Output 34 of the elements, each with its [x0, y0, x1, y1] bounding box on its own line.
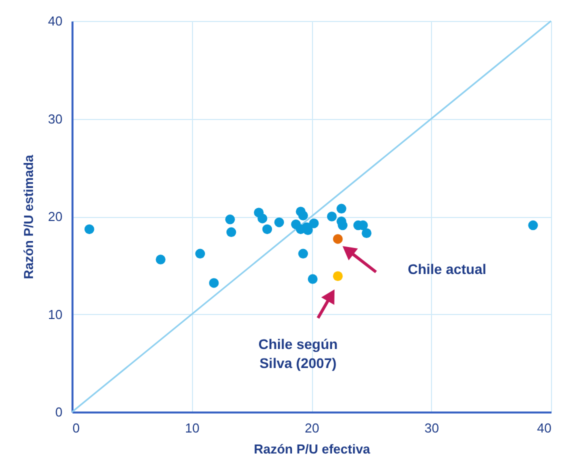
y-axis-title: Razón P/U estimada [21, 154, 36, 280]
x-tick-label: 10 [185, 420, 200, 436]
point [226, 227, 236, 238]
point [195, 248, 206, 259]
point [308, 274, 318, 284]
point [309, 218, 319, 228]
x-tick-label: 20 [304, 420, 320, 436]
x-axis-title: Razón P/U efectiva [254, 442, 371, 456]
point [298, 210, 308, 220]
point [362, 228, 372, 238]
point [326, 212, 337, 222]
point [225, 214, 235, 224]
x-tick-label: 40 [537, 420, 552, 436]
point [156, 254, 166, 264]
y-tick-label: 10 [48, 306, 62, 322]
point [84, 224, 94, 234]
point [298, 248, 308, 259]
y-tick-label: 40 [48, 14, 62, 28]
x-tick-label: 0 [72, 420, 80, 436]
point [258, 214, 268, 224]
point [336, 204, 346, 214]
annotation: Chile según Silva (2007) [258, 336, 338, 371]
point [209, 278, 219, 288]
point [332, 234, 343, 244]
point [338, 220, 348, 230]
x-tick-label: 30 [424, 420, 439, 436]
annotation: Chile actual [408, 261, 486, 277]
point [528, 220, 538, 230]
point [262, 224, 272, 234]
y-tick-label: 20 [48, 209, 62, 224]
y-tick-label: 0 [55, 404, 62, 420]
point [274, 218, 284, 228]
point [332, 271, 343, 281]
y-tick-label: 30 [48, 111, 62, 126]
